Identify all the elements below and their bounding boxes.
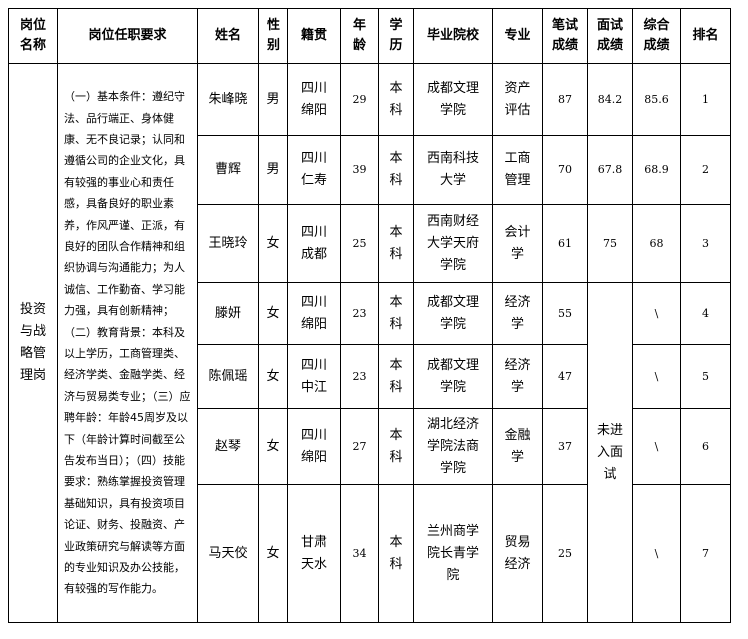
interview-score-cell: 75 — [587, 204, 633, 283]
rank-cell: 2 — [680, 135, 731, 205]
header-major: 专业 — [492, 8, 543, 64]
rank-cell: 5 — [680, 344, 731, 409]
written-score-cell: 25 — [542, 484, 588, 623]
name-cell: 滕妍 — [197, 282, 259, 345]
origin-cell: 四川成都 — [287, 204, 341, 283]
written-score-cell: 61 — [542, 204, 588, 283]
name-cell: 马天佼 — [197, 484, 259, 623]
position-cell: 投资与战略管理岗 — [8, 63, 58, 623]
education-cell: 本科 — [378, 282, 414, 345]
school-cell: 成都文理学院 — [413, 63, 493, 136]
header-rank: 排名 — [680, 8, 731, 64]
age-cell: 39 — [340, 135, 379, 205]
table-row: 赵琴女四川绵阳 27 本科 湖北经济学院法商学院 金融学 37 \ 6 — [9, 408, 731, 485]
header-interview-score: 面试成绩 — [587, 8, 633, 64]
interview-score-cell: 84.2 — [587, 63, 633, 136]
total-score-cell: \ — [632, 408, 681, 485]
major-cell: 经济学 — [492, 344, 543, 409]
header-total-score: 综合成绩 — [632, 8, 681, 64]
origin-cell: 四川绵阳 — [287, 282, 341, 345]
major-cell: 会计学 — [492, 204, 543, 283]
school-cell: 西南财经大学天府学院 — [413, 204, 493, 283]
age-cell: 25 — [340, 204, 379, 283]
table-row: 滕妍女四川绵阳 23 本科 成都文理学院 经济学 55 未进入面试 \ 4 — [9, 282, 731, 623]
total-score-cell: \ — [632, 344, 681, 409]
gender-cell: 男 — [258, 63, 288, 136]
header-requirements: 岗位任职要求 — [57, 8, 198, 64]
major-cell: 工商管理 — [492, 135, 543, 205]
rank-cell: 1 — [680, 63, 731, 136]
education-cell: 本科 — [378, 135, 414, 205]
name-cell: 王晓玲 — [197, 204, 259, 283]
major-cell: 贸易经济 — [492, 484, 543, 623]
header-age: 年龄 — [340, 8, 379, 64]
school-cell: 成都文理学院 — [413, 282, 493, 345]
gender-cell: 女 — [258, 204, 288, 283]
origin-cell: 四川中江 — [287, 344, 341, 409]
requirements-cell: （一）基本条件：遵纪守法、品行端正、身体健康、无不良记录；认同和遵循公司的企业文… — [57, 63, 198, 623]
total-score-cell: 68.9 — [632, 135, 681, 205]
gender-cell: 女 — [258, 344, 288, 409]
header-position: 岗位名称 — [8, 8, 58, 64]
table-row: 投资与战略管理岗 （一）基本条件：遵纪守法、品行端正、身体健康、无不良记录；认同和… — [8, 63, 731, 623]
name-cell: 陈佩瑶 — [197, 344, 259, 409]
total-score-cell: 68 — [632, 204, 681, 283]
interview-score-cell: 67.8 — [587, 135, 633, 205]
written-score-cell: 37 — [542, 408, 588, 485]
origin-cell: 四川绵阳 — [287, 63, 341, 136]
table-row: 曹辉男四川仁寿 39 本科 西南科技大学 工商管理 70 67.8 68.9 2 — [9, 135, 731, 205]
written-score-cell: 70 — [542, 135, 588, 205]
name-cell: 朱峰晓 — [197, 63, 259, 136]
education-cell: 本科 — [378, 408, 414, 485]
gender-cell: 男 — [258, 135, 288, 205]
education-cell: 本科 — [378, 63, 414, 136]
major-cell: 资产评估 — [492, 63, 543, 136]
name-cell: 曹辉 — [197, 135, 259, 205]
age-cell: 23 — [340, 282, 379, 345]
rank-cell: 4 — [680, 282, 731, 345]
age-cell: 34 — [340, 484, 379, 623]
education-cell: 本科 — [378, 204, 414, 283]
written-score-cell: 55 — [542, 282, 588, 345]
header-name: 姓名 — [197, 8, 259, 64]
gender-cell: 女 — [258, 282, 288, 345]
results-table: 岗位名称 岗位任职要求 姓名 性别 籍贯 年龄 学历 毕业院校 专业 笔试成绩 面试成绩 综合成绩 排名… — [8, 8, 731, 623]
major-cell: 金融学 — [492, 408, 543, 485]
age-cell: 23 — [340, 344, 379, 409]
school-cell: 湖北经济学院法商学院 — [413, 408, 493, 485]
origin-cell: 甘肃天水 — [287, 484, 341, 623]
school-cell: 西南科技大学 — [413, 135, 493, 205]
origin-cell: 四川仁寿 — [287, 135, 341, 205]
written-score-cell: 47 — [542, 344, 588, 409]
table-row: 王晓玲女四川成都 25 本科 西南财经大学天府学院 会计学 61 75 68 3 — [9, 204, 731, 283]
not-interviewed-cell: 未进入面试 — [587, 282, 633, 623]
major-cell: 经济学 — [492, 282, 543, 345]
rank-cell: 6 — [680, 408, 731, 485]
total-score-cell: \ — [632, 484, 681, 623]
table-row: 马天佼女甘肃天水 34 本科 兰州商学院长青学院 贸易经济 25 \ 7 — [9, 484, 731, 623]
name-cell: 赵琴 — [197, 408, 259, 485]
school-cell: 成都文理学院 — [413, 344, 493, 409]
age-cell: 29 — [340, 63, 379, 136]
header-written-score: 笔试成绩 — [542, 8, 588, 64]
age-cell: 27 — [340, 408, 379, 485]
header-school: 毕业院校 — [413, 8, 493, 64]
gender-cell: 女 — [258, 484, 288, 623]
total-score-cell: 85.6 — [632, 63, 681, 136]
rank-cell: 7 — [680, 484, 731, 623]
header-origin: 籍贯 — [287, 8, 341, 64]
gender-cell: 女 — [258, 408, 288, 485]
rank-cell: 3 — [680, 204, 731, 283]
education-cell: 本科 — [378, 484, 414, 623]
origin-cell: 四川绵阳 — [287, 408, 341, 485]
total-score-cell: \ — [632, 282, 681, 345]
header-gender: 性别 — [258, 8, 288, 64]
school-cell: 兰州商学院长青学院 — [413, 484, 493, 623]
header-education: 学历 — [378, 8, 414, 64]
written-score-cell: 87 — [542, 63, 588, 136]
table-row: 陈佩瑶女四川中江 23 本科 成都文理学院 经济学 47 \ 5 — [9, 344, 731, 409]
education-cell: 本科 — [378, 344, 414, 409]
